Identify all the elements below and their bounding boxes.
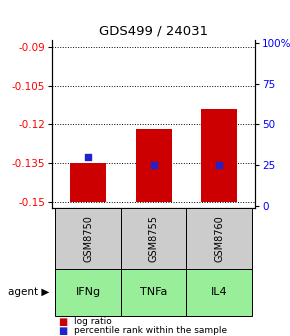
Text: TNFa: TNFa [140,287,167,297]
Text: log ratio: log ratio [74,318,112,326]
Bar [186,269,252,316]
Text: IFNg: IFNg [76,287,101,297]
Text: agent ▶: agent ▶ [8,287,49,297]
Bar [55,269,121,316]
Bar [201,109,237,202]
Text: GSM8750: GSM8750 [83,215,93,262]
Bar [121,269,186,316]
Title: GDS499 / 24031: GDS499 / 24031 [99,25,208,38]
Bar [136,129,172,202]
Text: GSM8755: GSM8755 [149,215,159,262]
Text: percentile rank within the sample: percentile rank within the sample [74,327,227,335]
Point [86,154,90,160]
Text: ■: ■ [58,326,67,336]
Text: ■: ■ [58,317,67,327]
Bar [55,208,121,269]
Bar [186,208,252,269]
Point [217,162,222,168]
Text: IL4: IL4 [211,287,227,297]
Point [151,162,156,168]
Text: GSM8760: GSM8760 [214,215,224,262]
Bar [70,163,106,202]
Bar [121,208,186,269]
